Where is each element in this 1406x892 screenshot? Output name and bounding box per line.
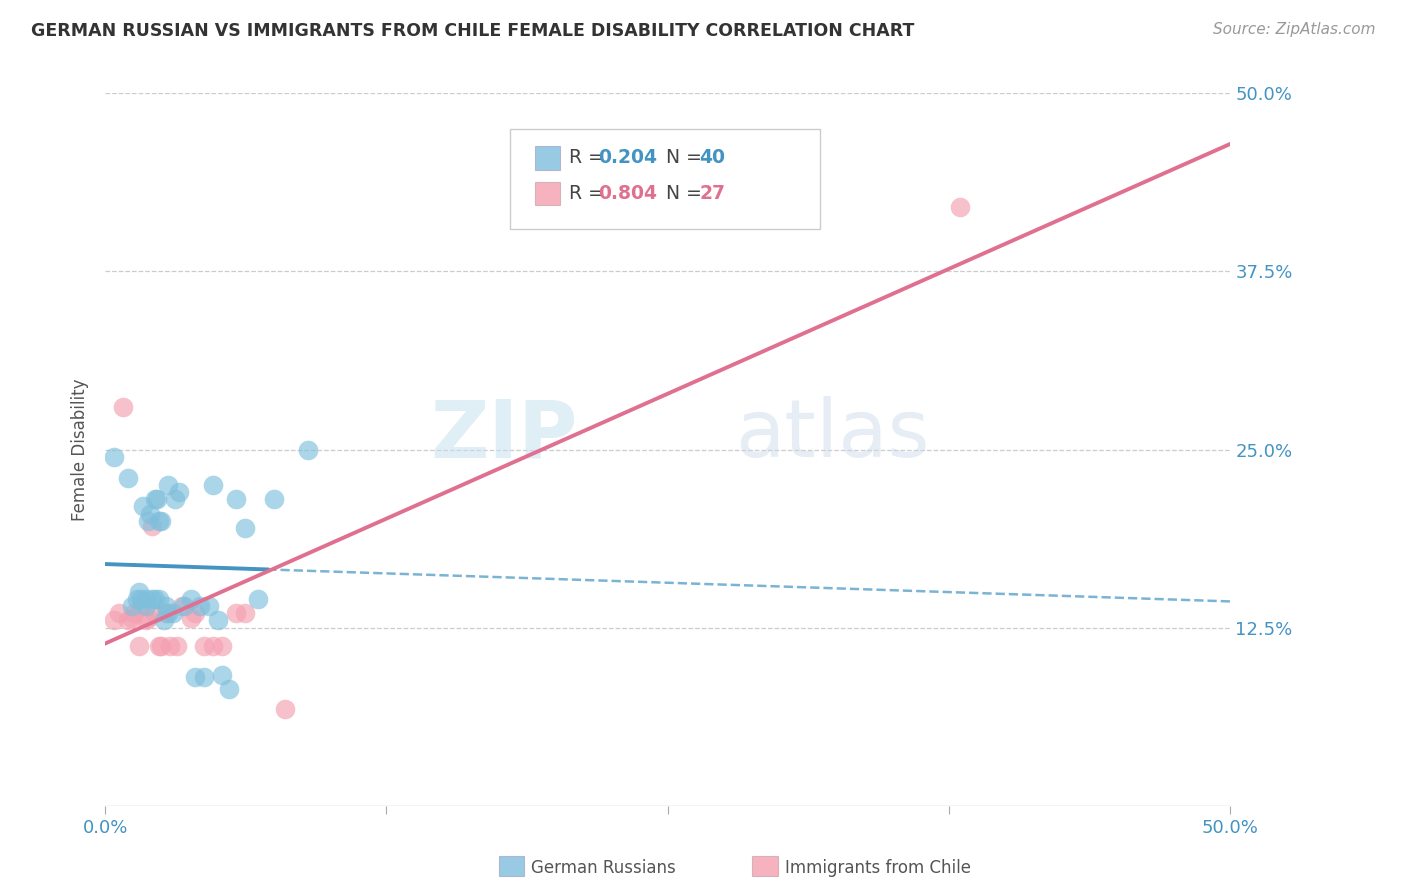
- Text: 27: 27: [699, 184, 725, 202]
- Text: atlas: atlas: [735, 396, 929, 475]
- Text: ZIP: ZIP: [430, 396, 578, 475]
- Point: [173, 599, 195, 614]
- Point: [135, 614, 157, 628]
- Point: [148, 639, 170, 653]
- Point: [184, 670, 207, 684]
- Point: [297, 442, 319, 457]
- Point: [141, 592, 163, 607]
- Point: [136, 610, 159, 624]
- Point: [135, 592, 157, 607]
- Point: [211, 639, 233, 653]
- Text: R =: R =: [569, 184, 610, 202]
- Point: [132, 500, 155, 514]
- Point: [129, 592, 152, 607]
- Point: [112, 400, 135, 414]
- Point: [103, 614, 125, 628]
- Point: [197, 599, 219, 614]
- Point: [143, 592, 166, 607]
- Point: [193, 639, 215, 653]
- Point: [143, 492, 166, 507]
- Point: [247, 592, 270, 607]
- Point: [166, 639, 188, 653]
- Point: [141, 519, 163, 533]
- Point: [170, 599, 193, 614]
- Point: [146, 492, 169, 507]
- Text: N =: N =: [665, 148, 707, 167]
- Point: [184, 607, 207, 621]
- Point: [150, 639, 173, 653]
- Point: [117, 471, 139, 485]
- Point: [159, 639, 181, 653]
- Point: [218, 681, 240, 696]
- Point: [107, 607, 129, 621]
- Point: [157, 478, 180, 492]
- Point: [225, 492, 247, 507]
- Point: [124, 607, 146, 621]
- Point: [155, 599, 177, 614]
- Point: [150, 514, 173, 528]
- Point: [121, 599, 143, 614]
- Point: [135, 599, 157, 614]
- Bar: [536, 146, 560, 169]
- Point: [193, 670, 215, 684]
- Text: Immigrants from Chile: Immigrants from Chile: [785, 859, 970, 877]
- FancyBboxPatch shape: [510, 129, 820, 228]
- Point: [163, 492, 186, 507]
- Point: [129, 599, 152, 614]
- Point: [202, 478, 225, 492]
- Text: Source: ZipAtlas.com: Source: ZipAtlas.com: [1212, 22, 1375, 37]
- Point: [949, 200, 972, 214]
- Point: [143, 607, 166, 621]
- Text: 40: 40: [699, 148, 725, 167]
- Point: [188, 599, 211, 614]
- Text: 0.204: 0.204: [598, 148, 657, 167]
- Point: [103, 450, 125, 464]
- Point: [155, 607, 177, 621]
- Text: GERMAN RUSSIAN VS IMMIGRANTS FROM CHILE FEMALE DISABILITY CORRELATION CHART: GERMAN RUSSIAN VS IMMIGRANTS FROM CHILE …: [31, 22, 914, 40]
- Point: [157, 607, 180, 621]
- Point: [180, 610, 202, 624]
- Text: R =: R =: [569, 148, 610, 167]
- Bar: [536, 182, 560, 205]
- Point: [121, 610, 143, 624]
- Point: [233, 607, 256, 621]
- Point: [139, 507, 162, 521]
- Point: [125, 592, 148, 607]
- Point: [169, 485, 191, 500]
- Point: [225, 607, 247, 621]
- Point: [274, 702, 297, 716]
- Point: [117, 614, 139, 628]
- Point: [263, 492, 285, 507]
- Point: [202, 639, 225, 653]
- Point: [152, 614, 174, 628]
- Point: [136, 514, 159, 528]
- Point: [128, 585, 150, 599]
- Point: [211, 667, 233, 681]
- Point: [148, 514, 170, 528]
- Point: [207, 614, 229, 628]
- Text: German Russians: German Russians: [531, 859, 676, 877]
- Point: [233, 521, 256, 535]
- Point: [128, 639, 150, 653]
- Text: 0.804: 0.804: [598, 184, 657, 202]
- Point: [162, 607, 184, 621]
- Y-axis label: Female Disability: Female Disability: [72, 378, 89, 521]
- Point: [180, 592, 202, 607]
- Text: N =: N =: [665, 184, 707, 202]
- Point: [148, 592, 170, 607]
